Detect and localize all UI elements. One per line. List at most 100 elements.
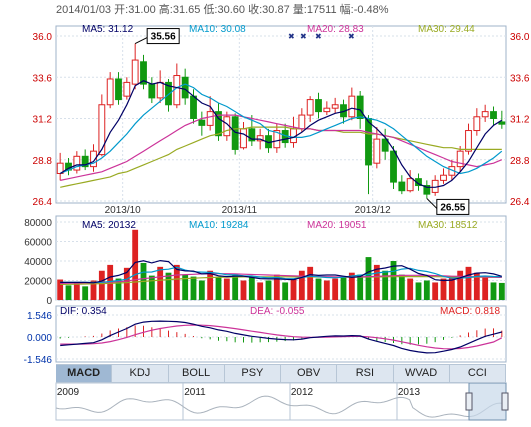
- volume-ytick: 0: [46, 296, 52, 307]
- volume-bar: [216, 277, 222, 300]
- candle-body: [499, 122, 505, 124]
- candle-body: [399, 182, 405, 191]
- candle-body: [174, 76, 180, 105]
- candle-body: [241, 129, 247, 148]
- event-marker: ✖: [348, 32, 355, 41]
- candle-body: [99, 105, 105, 155]
- volume-legend-0: MA5: 20132: [82, 220, 136, 231]
- volume-bar: [399, 275, 405, 300]
- price-ytick-left: 31.2: [33, 115, 53, 126]
- volume-ytick: 20000: [24, 277, 52, 288]
- candle-body: [441, 175, 447, 180]
- volume-bar: [366, 257, 372, 300]
- indicator-tab-bar: MACD KDJ BOLL PSY OBV RSI WVAD CCI: [56, 364, 506, 383]
- tab-macd[interactable]: MACD: [56, 365, 112, 382]
- volume-bar: [66, 285, 72, 300]
- volume-bar: [74, 282, 80, 300]
- candle-body: [107, 79, 113, 105]
- candle-body: [307, 100, 313, 115]
- overview-year-label: 2011: [184, 387, 206, 398]
- overview-right-handle: [502, 393, 508, 410]
- candle-body: [182, 77, 188, 98]
- overview-year-label: 2013: [398, 387, 421, 398]
- price-ytick-right: 26.4: [510, 197, 530, 208]
- volume-bar: [307, 267, 313, 300]
- tab-kdj[interactable]: KDJ: [112, 365, 168, 382]
- volume-bar: [291, 279, 297, 300]
- price-xtick: 2013/12: [355, 205, 392, 216]
- macd-ytick: 0.000: [27, 333, 52, 344]
- macd-ytick: 1.546: [27, 311, 52, 322]
- volume-bar: [149, 276, 155, 300]
- candle-body: [299, 115, 305, 129]
- volume-bar: [441, 279, 447, 300]
- candle-body: [349, 96, 355, 117]
- price-panel-frame: [56, 26, 506, 203]
- volume-bar: [357, 275, 363, 300]
- price-legend-0: MA5: 31.12: [82, 24, 134, 35]
- macd-legend-1: DEA: -0.055: [250, 306, 305, 317]
- volume-bar: [499, 283, 505, 300]
- overview-year-label: 2012: [291, 387, 314, 398]
- tab-psy[interactable]: PSY: [225, 365, 281, 382]
- volume-bar: [191, 277, 197, 300]
- price-ytick-left: 26.4: [33, 197, 53, 208]
- volume-ytick: 40000: [24, 257, 52, 268]
- volume-bar: [249, 277, 255, 300]
- tab-boll[interactable]: BOLL: [169, 365, 225, 382]
- price-ytick-right: 31.2: [510, 115, 530, 126]
- volume-bar: [432, 282, 438, 300]
- candle-body: [491, 112, 497, 119]
- macd-legend-2: MACD: 0.818: [440, 306, 500, 317]
- volume-bar: [457, 271, 463, 300]
- candle-body: [374, 139, 380, 163]
- volume-ytick: 80000: [24, 218, 52, 229]
- price-ytick-left: 28.8: [33, 156, 53, 167]
- volume-bar: [241, 281, 247, 301]
- candle-body: [324, 108, 330, 111]
- price-ytick-left: 33.6: [33, 73, 53, 84]
- volume-bar: [282, 282, 288, 300]
- tab-cci[interactable]: CCI: [450, 365, 506, 382]
- volume-bar: [341, 277, 347, 300]
- volume-bar: [324, 281, 330, 301]
- candle-body: [132, 60, 138, 84]
- annotation-label: 35.56: [151, 32, 176, 43]
- price-ytick-right: 28.8: [510, 156, 530, 167]
- price-legend-1: MA10: 30.08: [189, 24, 246, 35]
- candle-body: [199, 120, 205, 125]
- volume-legend-3: MA30: 18512: [418, 220, 478, 231]
- volume-bar: [232, 275, 238, 300]
- price-legend-3: MA30: 29.44: [418, 24, 475, 35]
- annotation-label: 26.55: [440, 202, 465, 213]
- volume-bar: [482, 277, 488, 300]
- volume-ytick: 60000: [24, 238, 52, 249]
- tab-rsi[interactable]: RSI: [337, 365, 393, 382]
- price-ytick-right: 33.6: [510, 73, 530, 84]
- overview-selection-window: [469, 383, 506, 420]
- candle-body: [407, 179, 413, 191]
- candle-body: [149, 84, 155, 98]
- candle-body: [391, 151, 397, 182]
- volume-bar: [407, 279, 413, 300]
- volume-bar: [382, 271, 388, 300]
- overview-left-handle: [466, 393, 472, 410]
- candle-body: [332, 105, 338, 108]
- price-ytick-right: 36.0: [510, 32, 530, 43]
- price-xtick: 2013/11: [222, 205, 258, 216]
- volume-bar: [266, 281, 272, 301]
- candle-body: [157, 82, 163, 97]
- tab-obv[interactable]: OBV: [281, 365, 337, 382]
- candle-body: [474, 117, 480, 131]
- event-marker: ✖: [315, 32, 322, 41]
- candle-body: [207, 112, 213, 126]
- volume-legend-2: MA20: 19051: [307, 220, 367, 231]
- event-marker: ✖: [300, 32, 307, 41]
- candle-body: [482, 112, 488, 117]
- macd-ytick: -1.546: [24, 355, 53, 366]
- tab-wvad[interactable]: WVAD: [394, 365, 450, 382]
- volume-bar: [257, 282, 263, 300]
- candle-body: [316, 100, 322, 112]
- price-xtick: 2013/10: [105, 205, 142, 216]
